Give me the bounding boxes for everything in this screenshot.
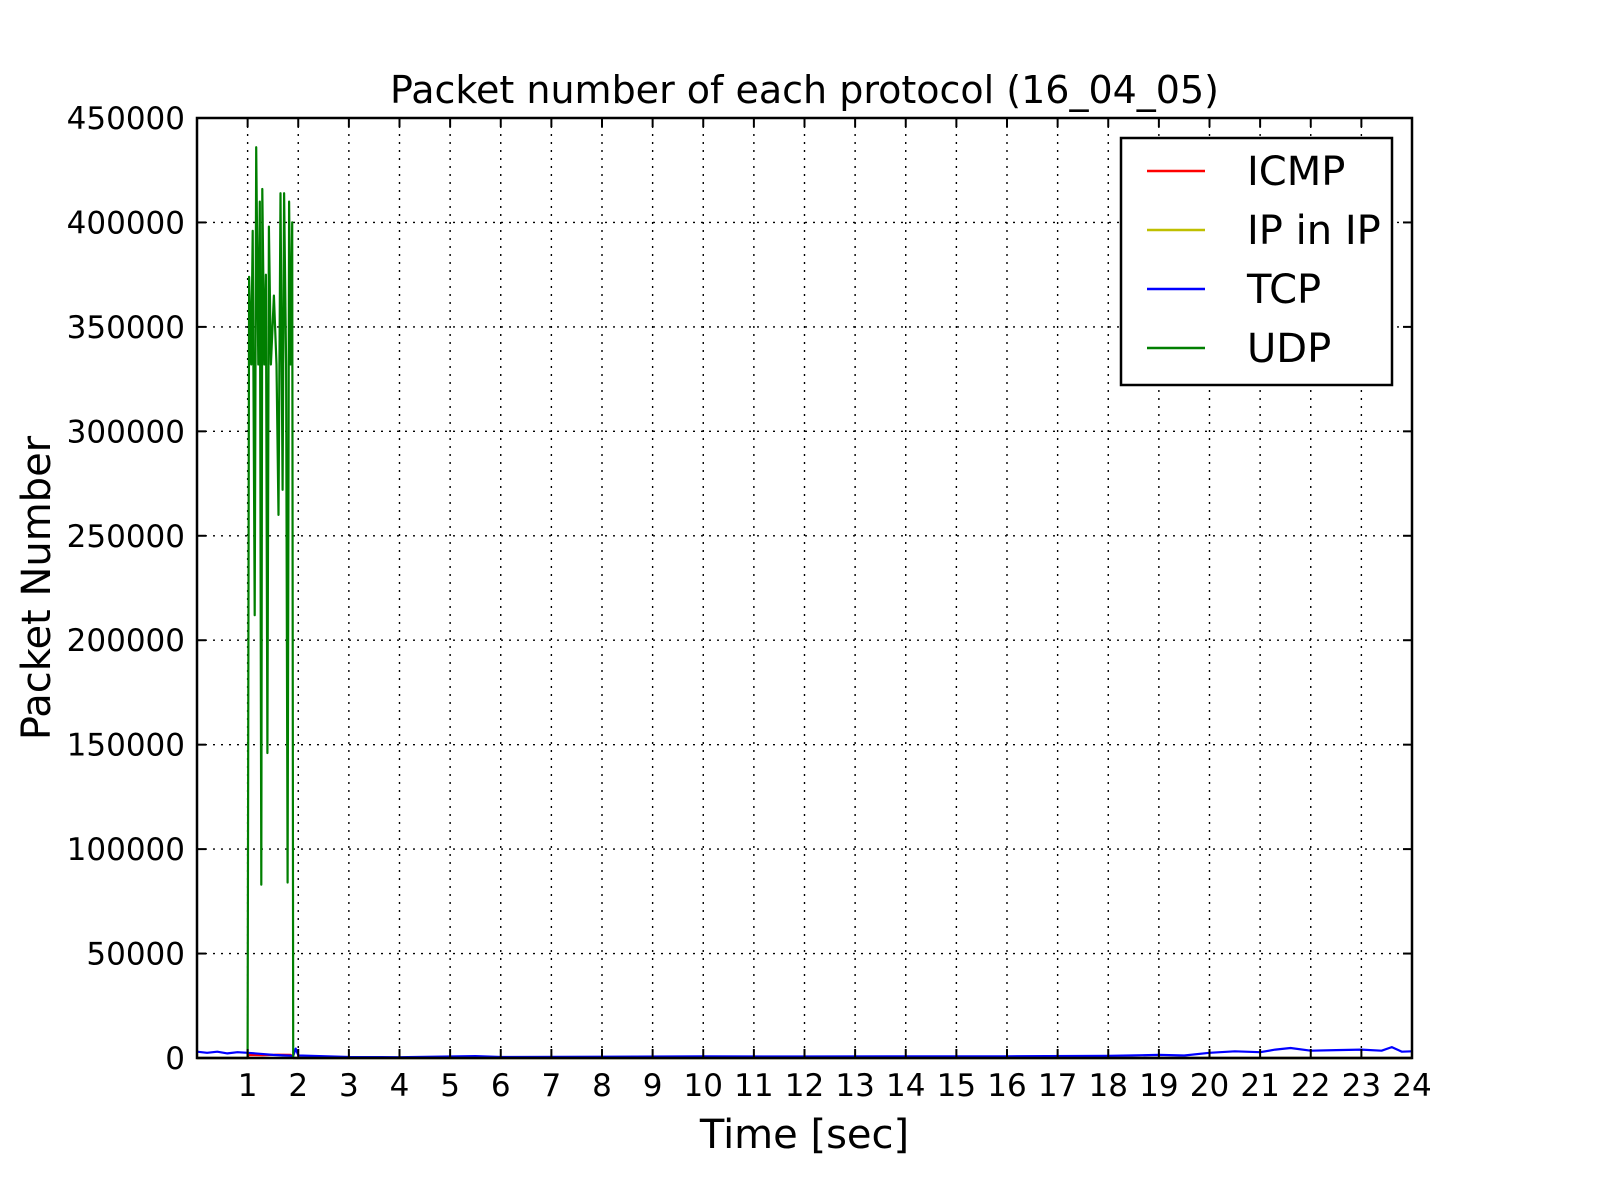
x-tick-label: 21 <box>1240 1068 1279 1104</box>
series-line-udp <box>197 146 1412 1060</box>
x-tick-label: 10 <box>684 1068 723 1104</box>
x-tick-label: 4 <box>390 1068 410 1104</box>
x-tick-label: 9 <box>643 1068 663 1104</box>
chart-title: Packet number of each protocol (16_04_05… <box>390 68 1219 112</box>
x-tick-label: 8 <box>592 1068 612 1104</box>
y-tick-label: 50000 <box>86 937 185 973</box>
x-tick-label: 2 <box>288 1068 308 1104</box>
y-tick-label: 0 <box>165 1041 185 1077</box>
y-tick-label: 250000 <box>67 519 185 555</box>
y-tick-label: 150000 <box>67 728 185 764</box>
y-tick-label: 100000 <box>67 832 185 868</box>
x-axis-label: Time [sec] <box>699 1112 909 1158</box>
x-tick-label: 15 <box>937 1068 976 1104</box>
x-tick-label: 16 <box>987 1068 1026 1104</box>
y-tick-label: 350000 <box>67 310 185 346</box>
x-tick-label: 22 <box>1291 1068 1330 1104</box>
x-tick-label: 3 <box>339 1068 359 1104</box>
x-tick-label: 1 <box>238 1068 258 1104</box>
legend: ICMP IP in IP TCP UDP <box>1119 136 1394 387</box>
x-tick-label: 7 <box>542 1068 562 1104</box>
y-axis-label: Packet Number <box>14 435 60 740</box>
x-tick-label: 5 <box>440 1068 460 1104</box>
legend-box <box>1119 136 1394 387</box>
y-tick-label: 200000 <box>67 623 185 659</box>
x-tick-label: 17 <box>1038 1068 1077 1104</box>
x-tick-label: 24 <box>1392 1068 1431 1104</box>
x-tick-label: 11 <box>734 1068 773 1104</box>
x-tick-label: 6 <box>491 1068 511 1104</box>
legend-label-tcp: TCP <box>1246 267 1321 313</box>
legend-label-ip-in-ip: IP in IP <box>1247 208 1381 254</box>
x-tick-label: 18 <box>1089 1068 1128 1104</box>
y-tick-label: 450000 <box>67 101 185 137</box>
y-tick-label: 400000 <box>67 205 185 241</box>
x-tick-label: 13 <box>835 1068 874 1104</box>
legend-label-icmp: ICMP <box>1247 149 1345 195</box>
x-tick-label: 19 <box>1139 1068 1178 1104</box>
legend-label-udp: UDP <box>1247 326 1331 372</box>
x-tick-label: 14 <box>886 1068 925 1104</box>
x-tick-label: 23 <box>1342 1068 1381 1104</box>
x-tick-label: 20 <box>1190 1068 1229 1104</box>
axis-ticks: 1 2 3 4 5 6 7 8 9 10 11 12 13 14 15 16 17 18 19 20 21 22 23 240… <box>67 101 1432 1104</box>
y-tick-label: 300000 <box>67 414 185 450</box>
x-tick-label: 12 <box>785 1068 824 1104</box>
